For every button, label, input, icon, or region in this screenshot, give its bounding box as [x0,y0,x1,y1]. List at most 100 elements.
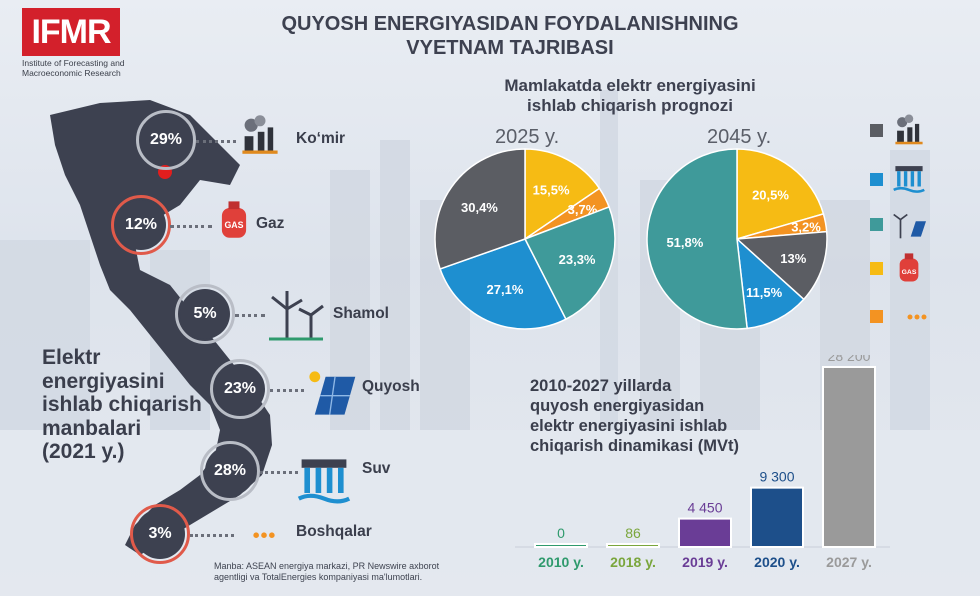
pie-2045-year: 2045 y. [707,126,772,148]
source-pct-ring: 28% [200,441,260,501]
pie-chart-2045: 20,5% 3,2% 13% 11,5% 51,8% [646,148,828,330]
source-pct: 23% [215,364,265,414]
bar [822,366,876,548]
legend-swatch [870,173,883,186]
sources-title-line: Elektr [42,346,101,369]
source-label: Suv [362,460,391,477]
bar-title-line: chiqarish dinamikasi (MVt) [530,437,740,456]
leader-dots [235,314,265,317]
gas-cylinder-icon: GAS [899,253,919,282]
source-note-line1: Manba: ASEAN energiya markazi, PR Newswi… [214,561,440,571]
hydro-dam-icon [893,166,925,193]
logo-subtitle-line1: Institute of Forecasting and [22,58,125,68]
logo-mark: IFMR [22,8,120,56]
dots-icon [253,532,275,538]
source-pct: 28% [205,446,255,496]
bar-category-label: 2020 y. [754,554,800,570]
coal-plant-icon [895,114,923,145]
bar [606,543,660,548]
hydro-dam-icon [297,459,351,504]
bar-title-line: elektr energiyasini ishlab [530,417,728,436]
solar-panel-icon [309,371,356,415]
logo-subtitle-line2: Macroeconomic Research [22,67,121,78]
pie-slice [735,230,828,301]
source-note: Manba: ASEAN energiya markazi, PR Newswi… [214,561,494,584]
sources-title-line: (2021 y.) [42,440,125,464]
svg-text:GAS: GAS [224,220,243,230]
pie-slice [736,237,805,330]
bar-value-label: 86 [625,525,641,541]
pie-slice-label: 51,8% [666,235,703,250]
source-label: Ko‘mir [296,130,346,147]
leader-dots [260,471,298,474]
sources-title: Elektr energiyasini ishlab chiqarish man… [42,346,242,464]
pie-slice-label: 3,2% [791,219,821,234]
legend-swatch [870,218,883,231]
pie-chart-2025: 15,5% 3,7% 23,3% 27,1% 30,4% [434,148,616,330]
bar-title-line: 2010-2027 yillarda [530,377,672,395]
bar [678,517,732,549]
pie-slice [736,148,825,240]
gas-cylinder-icon: GAS [221,201,247,238]
leader-dots [196,140,236,143]
source-pct: 3% [135,509,185,559]
source-pct-ring: 23% [210,359,270,419]
bar-value-label: 4 450 [687,500,722,516]
legend-swatch [870,262,883,275]
legend-swatch [870,124,883,137]
source-label: Gaz [256,215,285,232]
dots-icon [907,314,927,320]
leader-dots [170,225,212,228]
pie-2025-year: 2025 y. [495,126,560,148]
pie-slice-label: 13% [780,251,806,266]
pie-slice-label: 27,1% [487,282,524,297]
leader-dots [190,534,234,537]
bar-chart-title: 2010-2027 yillarda quyosh energiyasidan … [530,376,850,457]
pie-slice-label: 23,3% [559,252,596,267]
bar-category-label: 2010 y. [538,554,584,570]
bar-value-label: 28 200 [828,355,871,364]
bar-value-label: 0 [557,525,565,541]
sources-title-line: energiyasini [42,369,165,393]
pie-slice [646,148,748,330]
pie-slice [523,205,616,321]
leader-dots [270,389,304,392]
pie-slice-label: 15,5% [533,183,570,198]
source-pct-ring: 29% [136,110,196,170]
wind-turbine-icon [269,291,324,341]
sources-title-line: ishlab chiqarish [42,393,202,417]
pie-slice [439,238,567,330]
page-title-line2: VYETNAM TAJRIBASI [406,37,614,59]
svg-text:GAS: GAS [902,269,917,276]
source-note-line2: agentligi va TotalEnergies kompaniyasi m… [214,572,423,583]
bar-title-line: quyosh energiyasidan [530,397,705,416]
forecast-title-line2: ishlab chiqarish prognozi [527,96,733,116]
bar-chart: 0 2010 y. 86 2018 y. 4 450 2019 y. 9 300 2020 y… [515,355,890,570]
pie-slice-label: 11,5% [746,285,783,300]
source-pct: 29% [141,115,191,165]
source-pct: 12% [116,200,166,250]
source-pct-ring: 12% [111,195,171,255]
ifmr-logo: IFMR Institute of Forecasting and Macroe… [22,8,142,79]
pie-slice-label: 30,4% [461,200,498,215]
forecast-title: Mamlakatda elektr energiyasini ishlab ch… [450,76,810,117]
bar-category-label: 2018 y. [610,554,656,570]
bar-category-label: 2027 y. [826,554,872,570]
coal-plant-icon [242,115,278,154]
page-title: QUYOSH ENERGIYASIDAN FOYDALANISHNING VYE… [240,12,780,60]
bar [750,486,804,548]
wind-solar-icon [893,213,926,239]
pie-slice [524,148,601,241]
bar-category-label: 2019 y. [682,554,728,570]
forecast-title-line1: Mamlakatda elektr energiyasini [504,76,756,95]
source-pct: 5% [180,289,230,339]
source-label: Boshqalar [296,523,372,540]
page-title-line1: QUYOSH ENERGIYASIDAN FOYDALANISHNING [281,13,739,35]
logo-subtitle: Institute of Forecasting and Macroeconom… [22,58,142,79]
bar [534,543,588,548]
sources-title-line: manbalari [42,416,142,440]
source-pct-ring: 5% [175,284,235,344]
source-label: Quyosh [362,378,420,395]
source-pct-ring: 3% [130,504,190,564]
pie-slice-label: 3,7% [568,202,598,217]
